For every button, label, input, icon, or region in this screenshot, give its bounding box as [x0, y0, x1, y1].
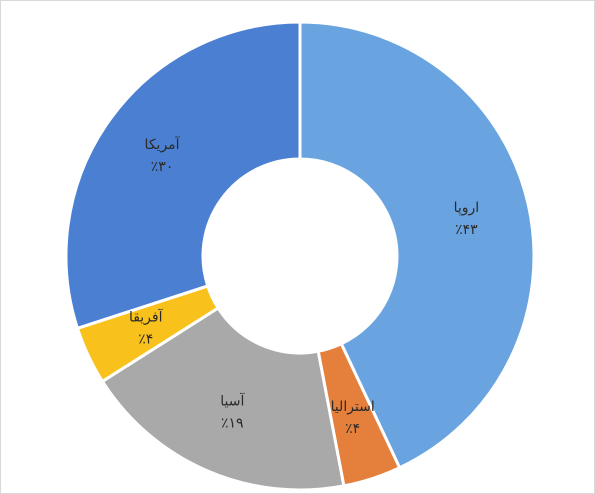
- value-label: ٪۱۹: [221, 415, 244, 431]
- slice-label: آسیا: [220, 392, 245, 409]
- value-label: ٪۴: [138, 332, 153, 348]
- slice-label: اروپا: [454, 200, 480, 216]
- slice-label: آمریکا: [145, 136, 181, 153]
- value-label: ٪۳۰: [151, 159, 174, 175]
- slice-label: آفریقا: [129, 309, 164, 326]
- chart: اروپا ٪۴۳ استرالیا ٪۴ آسیا ٪۱۹ آفریقا ٪۴ آمریکا ٪…: [0, 0, 595, 494]
- value-label: ٪۴۳: [455, 222, 478, 238]
- value-label: ٪۴: [345, 421, 360, 437]
- slice-label: استرالیا: [331, 399, 375, 415]
